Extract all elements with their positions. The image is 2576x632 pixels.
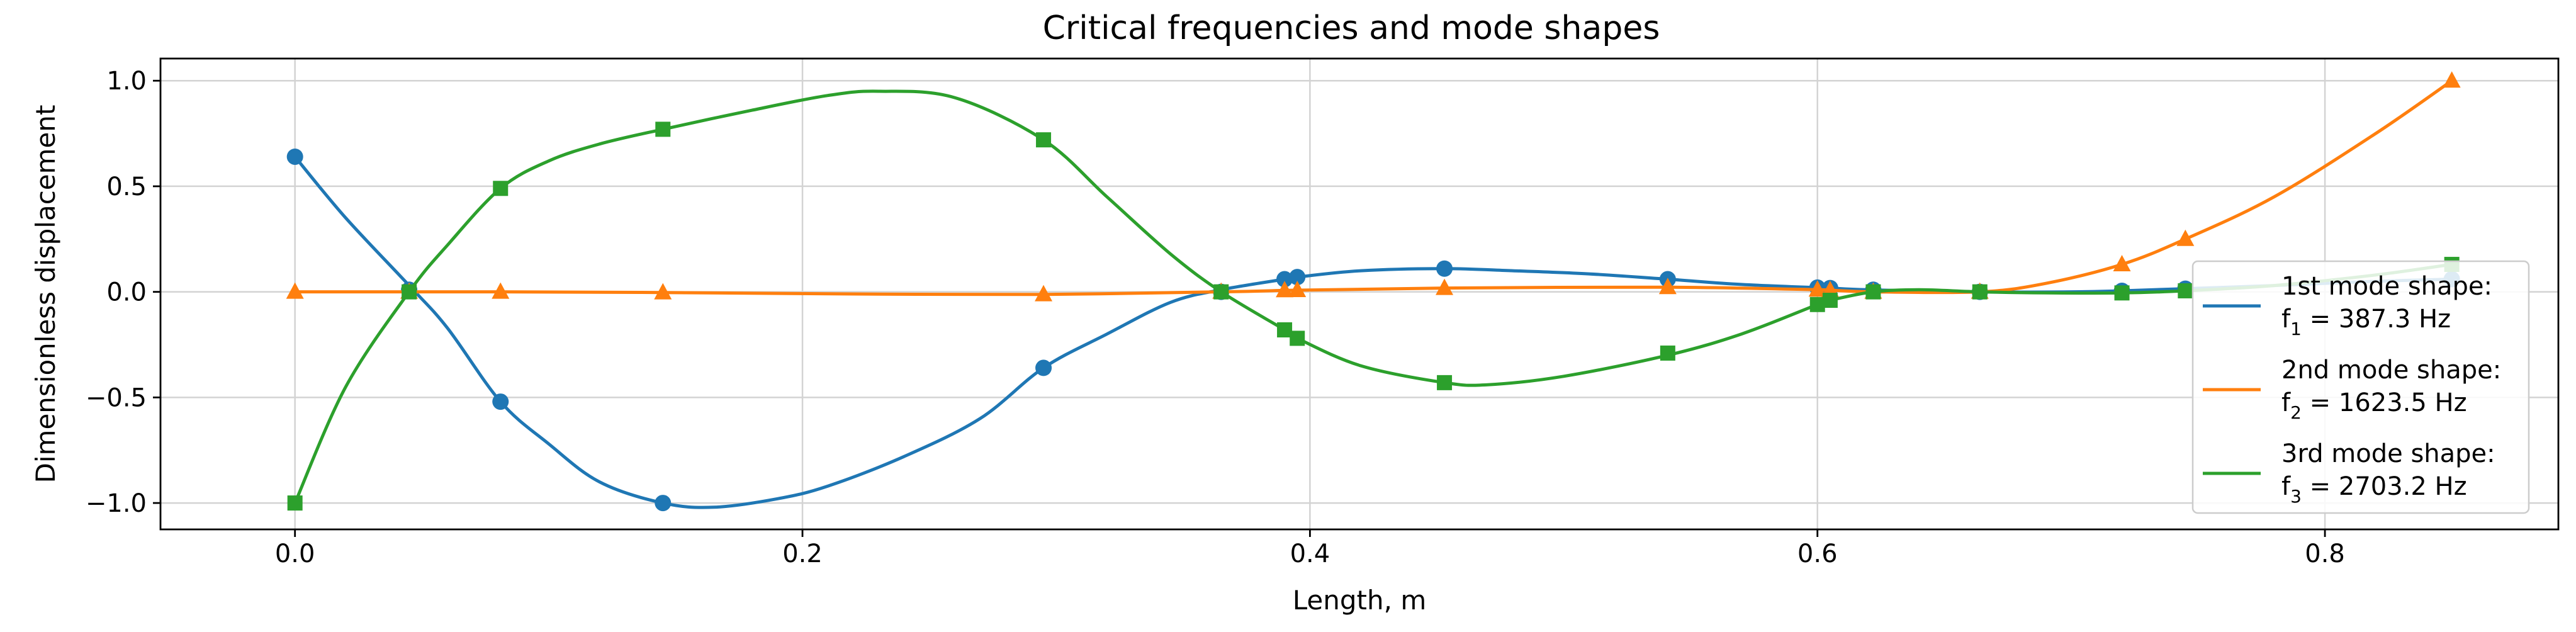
frequency-subscript: 1 bbox=[2290, 319, 2302, 339]
y-tick-label: 1.0 bbox=[106, 67, 147, 96]
series-2-point bbox=[492, 282, 510, 299]
series-1-point bbox=[286, 148, 303, 165]
y-tick-label: 0.0 bbox=[106, 278, 147, 307]
series-2-point bbox=[654, 283, 672, 300]
frequency-symbol: f bbox=[2281, 305, 2291, 334]
series-3-point bbox=[287, 495, 303, 511]
x-tick-label: 0.0 bbox=[275, 539, 315, 568]
y-tick-label: −0.5 bbox=[86, 383, 147, 412]
y-tick-label: −1.0 bbox=[86, 489, 147, 518]
y-axis-label: Dimensionless displacement bbox=[30, 105, 61, 483]
series-1-point bbox=[1436, 260, 1453, 277]
series-2-line bbox=[295, 79, 2453, 296]
plot-frame bbox=[159, 57, 2560, 531]
series-3-point bbox=[1809, 296, 1825, 312]
frequency-subscript: 3 bbox=[2290, 486, 2302, 507]
series-3-point bbox=[402, 284, 417, 300]
series-3 bbox=[287, 89, 2460, 511]
series-2-point bbox=[2113, 255, 2131, 272]
series-3-point bbox=[1277, 322, 1293, 338]
series-3-point bbox=[1972, 284, 1988, 300]
series-3-point bbox=[1822, 293, 1838, 308]
series-3-point bbox=[2114, 285, 2130, 301]
x-axis-ticks: 0.0 0.2 0.4 0.6 0.8 bbox=[275, 529, 2345, 568]
series-3-point bbox=[1213, 284, 1229, 300]
x-tick-label: 0.6 bbox=[1797, 539, 1838, 568]
series-1-point bbox=[1276, 271, 1293, 288]
series-2-point bbox=[1658, 278, 1677, 295]
series-2-point bbox=[2176, 229, 2195, 246]
series-3-point bbox=[1437, 375, 1453, 390]
x-axis-label: Length, m bbox=[1293, 585, 1426, 616]
y-axis-ticks: −1.0 −0.5 0.0 0.5 1.0 bbox=[86, 67, 160, 518]
series-3-point bbox=[1865, 284, 1881, 300]
frequency-value: = 1623.5 Hz bbox=[2302, 388, 2467, 417]
series-3-point bbox=[1660, 345, 1675, 361]
series-2 bbox=[286, 71, 2461, 302]
legend-frequency-2: f2 = 1623.5 Hz bbox=[2281, 388, 2467, 423]
frequency-symbol: f bbox=[2281, 388, 2291, 417]
frequency-symbol: f bbox=[2281, 472, 2291, 501]
series-2-point bbox=[1276, 281, 1294, 298]
x-tick-label: 0.4 bbox=[1290, 539, 1330, 568]
series-2-point bbox=[1436, 278, 1454, 295]
series-3-point bbox=[1290, 330, 1305, 346]
x-tick-label: 0.8 bbox=[2305, 539, 2345, 568]
legend-label-1: 1st mode shape: bbox=[2281, 272, 2492, 301]
series-2-point bbox=[1808, 280, 1826, 297]
series-1-point bbox=[492, 393, 509, 410]
chart-title: Critical frequencies and mode shapes bbox=[1043, 9, 1660, 47]
frequency-value: = 387.3 Hz bbox=[2302, 305, 2451, 334]
y-tick-label: 0.5 bbox=[106, 172, 147, 201]
series-1-point bbox=[1289, 269, 1306, 286]
legend-label-3: 3rd mode shape: bbox=[2281, 439, 2495, 468]
series-1-point bbox=[655, 495, 672, 512]
frequency-value: = 2703.2 Hz bbox=[2302, 472, 2467, 501]
series-3-point bbox=[655, 121, 671, 137]
series-3-point bbox=[2178, 283, 2193, 298]
series-3-point bbox=[1036, 132, 1052, 148]
x-tick-label: 0.2 bbox=[782, 539, 823, 568]
series-2-point bbox=[1035, 285, 1053, 302]
series-2-point bbox=[286, 282, 304, 299]
legend-frequency-1: f1 = 387.3 Hz bbox=[2281, 305, 2451, 339]
series-2-point bbox=[1288, 280, 1307, 297]
legend-frequency-3: f3 = 2703.2 Hz bbox=[2281, 472, 2467, 507]
frequency-subscript: 2 bbox=[2290, 402, 2302, 423]
series-2-point bbox=[2443, 71, 2461, 88]
series-1-point bbox=[1035, 359, 1052, 376]
legend-label-2: 2nd mode shape: bbox=[2281, 356, 2501, 385]
series-3-point bbox=[493, 181, 509, 196]
legend-box bbox=[2191, 260, 2530, 514]
